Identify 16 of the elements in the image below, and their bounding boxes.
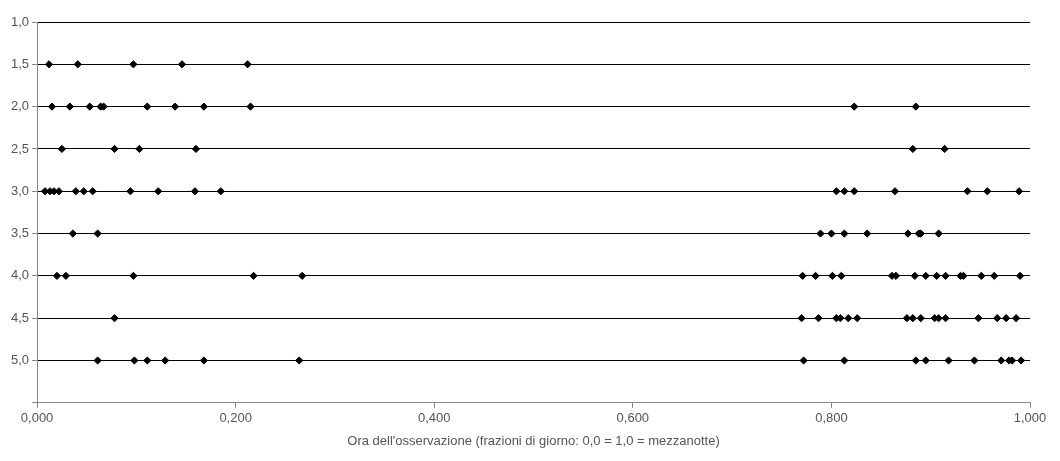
x-tick-label: 0,400	[417, 410, 451, 426]
y-tick-label: 1,0	[10, 13, 30, 29]
x-tick-label: 0,800	[815, 410, 848, 426]
x-axis-title: Ora dell'osservazione (frazioni di giorno: 0,0 = 1,0 = mezzanotte)	[347, 432, 720, 448]
y-tick-label: 3,0	[10, 182, 30, 198]
y-tick-label: 2,0	[10, 98, 30, 114]
y-tick-label: 4,5	[10, 309, 30, 325]
x-tick-label: 0,000	[20, 410, 54, 426]
y-tick-label: 1,5	[10, 55, 30, 71]
y-tick-label: 4,0	[10, 267, 30, 283]
y-tick-label: 2,5	[10, 140, 30, 156]
x-tick-label: 0,200	[219, 410, 252, 426]
x-tick-label: 1,000	[1013, 410, 1047, 426]
y-tick-label: 5,0	[10, 352, 30, 368]
y-tick-label: 3,5	[10, 225, 30, 241]
x-tick-label: 0,600	[616, 410, 650, 426]
